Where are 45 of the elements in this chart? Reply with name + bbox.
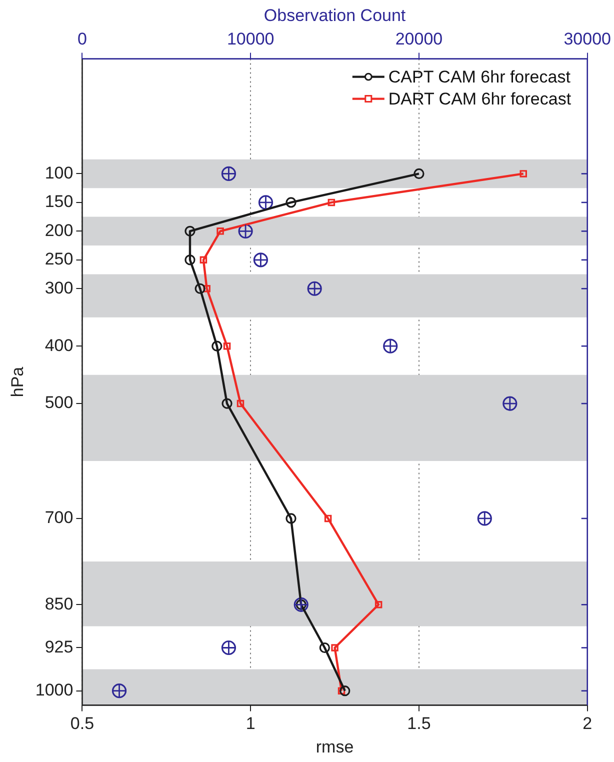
legend-label: DART CAM 6hr forecast bbox=[388, 89, 572, 108]
point bbox=[286, 197, 296, 208]
point bbox=[184, 254, 196, 266]
y-tick-label: 850 bbox=[44, 594, 74, 614]
y-tick-label: 150 bbox=[44, 192, 74, 212]
point bbox=[520, 170, 528, 178]
y-tick-label: 400 bbox=[44, 336, 74, 355]
point bbox=[194, 283, 206, 294]
point bbox=[200, 256, 208, 264]
y-tick-label: 300 bbox=[44, 278, 74, 298]
x-tick-label: 2 bbox=[582, 714, 592, 734]
y-tick-label: 1000 bbox=[35, 680, 74, 700]
point bbox=[184, 226, 196, 236]
y-tick-label: 250 bbox=[44, 250, 74, 269]
x2-tick-label: 20000 bbox=[395, 29, 443, 48]
point bbox=[286, 513, 296, 524]
point bbox=[324, 514, 332, 522]
x2-tick-label: 0 bbox=[77, 29, 87, 48]
y-tick-label: 700 bbox=[44, 508, 74, 528]
point bbox=[216, 228, 224, 235]
point bbox=[374, 601, 382, 608]
point bbox=[212, 340, 222, 352]
point bbox=[340, 686, 350, 696]
y-axis-title: hPa bbox=[8, 366, 27, 398]
y-tick-label: 200 bbox=[44, 220, 74, 240]
point bbox=[203, 285, 210, 292]
point bbox=[328, 198, 336, 206]
point bbox=[338, 687, 346, 694]
x2-tick-label: 10000 bbox=[226, 29, 274, 48]
point bbox=[319, 642, 330, 654]
x2-tick-label: 30000 bbox=[564, 29, 612, 48]
point bbox=[236, 400, 244, 408]
point bbox=[331, 644, 338, 652]
point bbox=[223, 342, 231, 350]
y-tick-label: 100 bbox=[44, 163, 74, 182]
x-tick-label: 1.5 bbox=[407, 714, 431, 734]
x-tick-label: 1 bbox=[246, 714, 256, 734]
x2-axis-title: Observation Count bbox=[264, 6, 406, 25]
point bbox=[414, 168, 424, 180]
x-axis-title: rmse bbox=[316, 737, 354, 756]
y-tick-label: 500 bbox=[44, 393, 74, 412]
x-tick-label: 0.5 bbox=[70, 714, 94, 734]
point bbox=[222, 398, 232, 409]
legend-label: CAPT CAM 6hr forecast bbox=[388, 67, 571, 86]
y-tick-label: 925 bbox=[44, 637, 74, 656]
